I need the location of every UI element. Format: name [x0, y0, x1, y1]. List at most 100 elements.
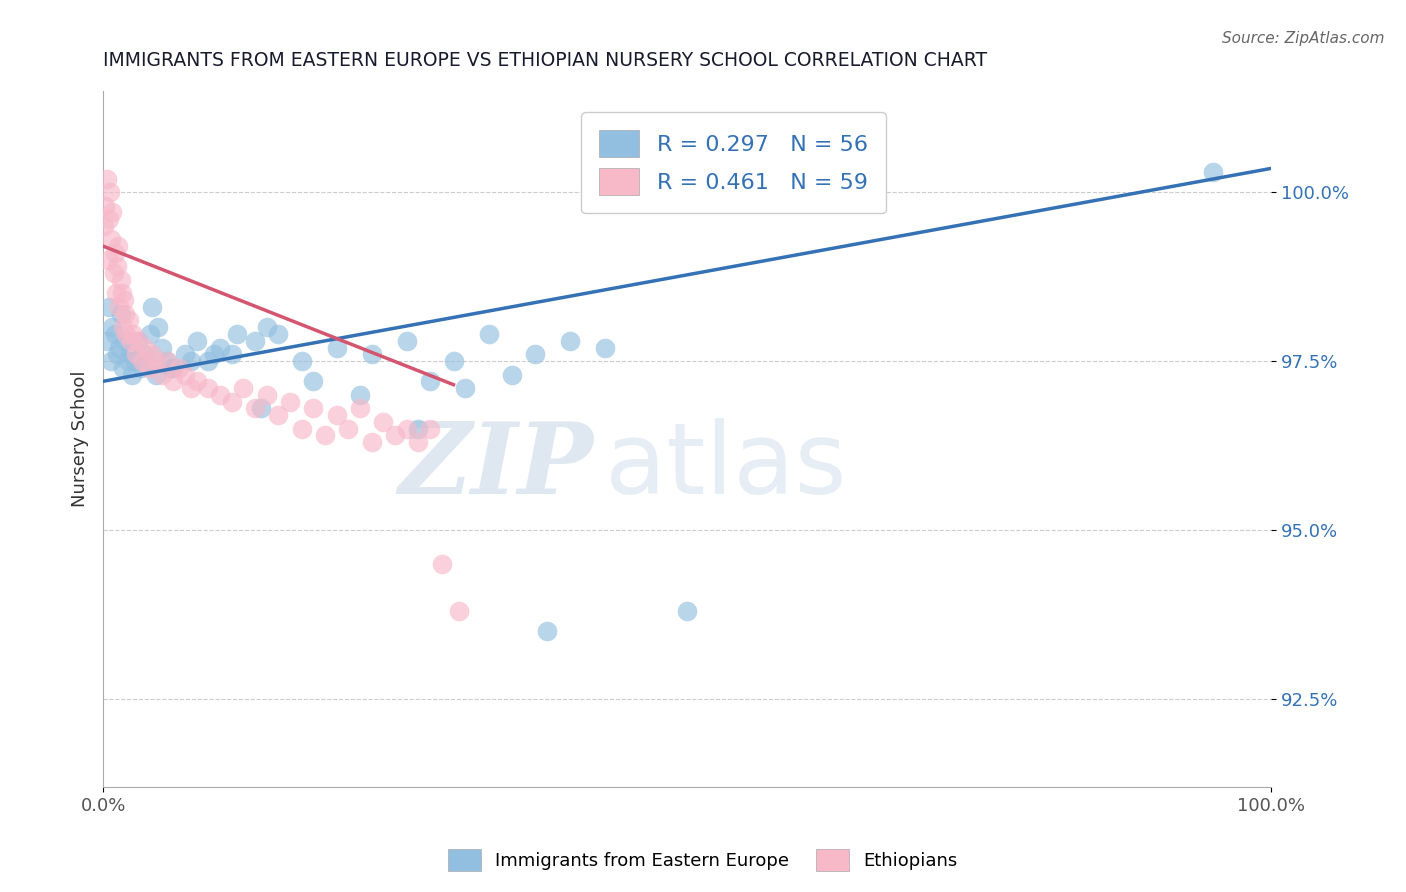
- Point: [110, 307, 132, 321]
- Point: [395, 334, 418, 348]
- Point: [524, 347, 547, 361]
- Point: [221, 394, 243, 409]
- Point: [94, 198, 117, 212]
- Point: [150, 341, 173, 355]
- Point: [136, 354, 159, 368]
- Point: [430, 557, 453, 571]
- Point: [103, 266, 125, 280]
- Point: [104, 326, 127, 341]
- Point: [267, 408, 290, 422]
- Point: [108, 341, 131, 355]
- Point: [125, 347, 148, 361]
- Point: [111, 320, 134, 334]
- Point: [110, 273, 132, 287]
- Point: [96, 171, 118, 186]
- Point: [243, 334, 266, 348]
- Point: [127, 334, 149, 348]
- Point: [302, 401, 325, 416]
- Point: [146, 320, 169, 334]
- Point: [243, 401, 266, 416]
- Point: [408, 422, 430, 436]
- Point: [121, 368, 143, 382]
- Point: [454, 381, 477, 395]
- Point: [122, 326, 145, 341]
- Point: [676, 604, 699, 618]
- Point: [477, 326, 499, 341]
- Point: [145, 368, 167, 382]
- Point: [314, 428, 336, 442]
- Point: [114, 307, 136, 321]
- Point: [373, 415, 395, 429]
- Point: [101, 205, 124, 219]
- Point: [150, 368, 173, 382]
- Point: [208, 388, 231, 402]
- Point: [291, 354, 314, 368]
- Point: [118, 347, 141, 361]
- Point: [104, 286, 127, 301]
- Point: [131, 354, 153, 368]
- Point: [232, 381, 254, 395]
- Point: [337, 422, 360, 436]
- Point: [96, 334, 118, 348]
- Point: [419, 422, 441, 436]
- Point: [595, 341, 617, 355]
- Point: [256, 388, 278, 402]
- Point: [104, 246, 127, 260]
- Point: [156, 354, 179, 368]
- Point: [449, 604, 471, 618]
- Point: [100, 354, 122, 368]
- Point: [111, 360, 134, 375]
- Point: [256, 320, 278, 334]
- Point: [156, 354, 179, 368]
- Point: [197, 354, 219, 368]
- Point: [138, 360, 160, 375]
- Point: [501, 368, 523, 382]
- Point: [349, 388, 371, 402]
- Point: [360, 347, 382, 361]
- Point: [117, 354, 139, 368]
- Point: [97, 252, 120, 267]
- Text: Source: ZipAtlas.com: Source: ZipAtlas.com: [1222, 31, 1385, 46]
- Point: [186, 374, 208, 388]
- Text: ZIP: ZIP: [399, 418, 593, 515]
- Point: [105, 260, 128, 274]
- Point: [98, 300, 121, 314]
- Point: [129, 360, 152, 375]
- Point: [98, 185, 121, 199]
- Point: [124, 354, 146, 368]
- Point: [395, 422, 418, 436]
- Point: [560, 334, 582, 348]
- Point: [141, 347, 163, 361]
- Point: [360, 435, 382, 450]
- Point: [325, 408, 347, 422]
- Point: [325, 341, 347, 355]
- Point: [221, 347, 243, 361]
- Point: [115, 326, 138, 341]
- Point: [180, 381, 202, 395]
- Point: [145, 354, 167, 368]
- Point: [132, 347, 155, 361]
- Point: [419, 374, 441, 388]
- Point: [108, 300, 131, 314]
- Point: [111, 286, 134, 301]
- Point: [100, 232, 122, 246]
- Text: IMMIGRANTS FROM EASTERN EUROPE VS ETHIOPIAN NURSERY SCHOOL CORRELATION CHART: IMMIGRANTS FROM EASTERN EUROPE VS ETHIOP…: [103, 51, 987, 70]
- Point: [107, 239, 129, 253]
- Point: [302, 374, 325, 388]
- Point: [226, 326, 249, 341]
- Point: [173, 368, 195, 382]
- Point: [141, 300, 163, 314]
- Point: [167, 360, 190, 375]
- Point: [443, 354, 465, 368]
- Y-axis label: Nursery School: Nursery School: [72, 370, 89, 507]
- Point: [249, 401, 271, 416]
- Point: [1202, 165, 1225, 179]
- Point: [278, 394, 301, 409]
- Point: [98, 212, 121, 227]
- Point: [93, 219, 115, 233]
- Point: [162, 360, 184, 375]
- Point: [267, 326, 290, 341]
- Point: [186, 334, 208, 348]
- Point: [127, 334, 149, 348]
- Point: [349, 401, 371, 416]
